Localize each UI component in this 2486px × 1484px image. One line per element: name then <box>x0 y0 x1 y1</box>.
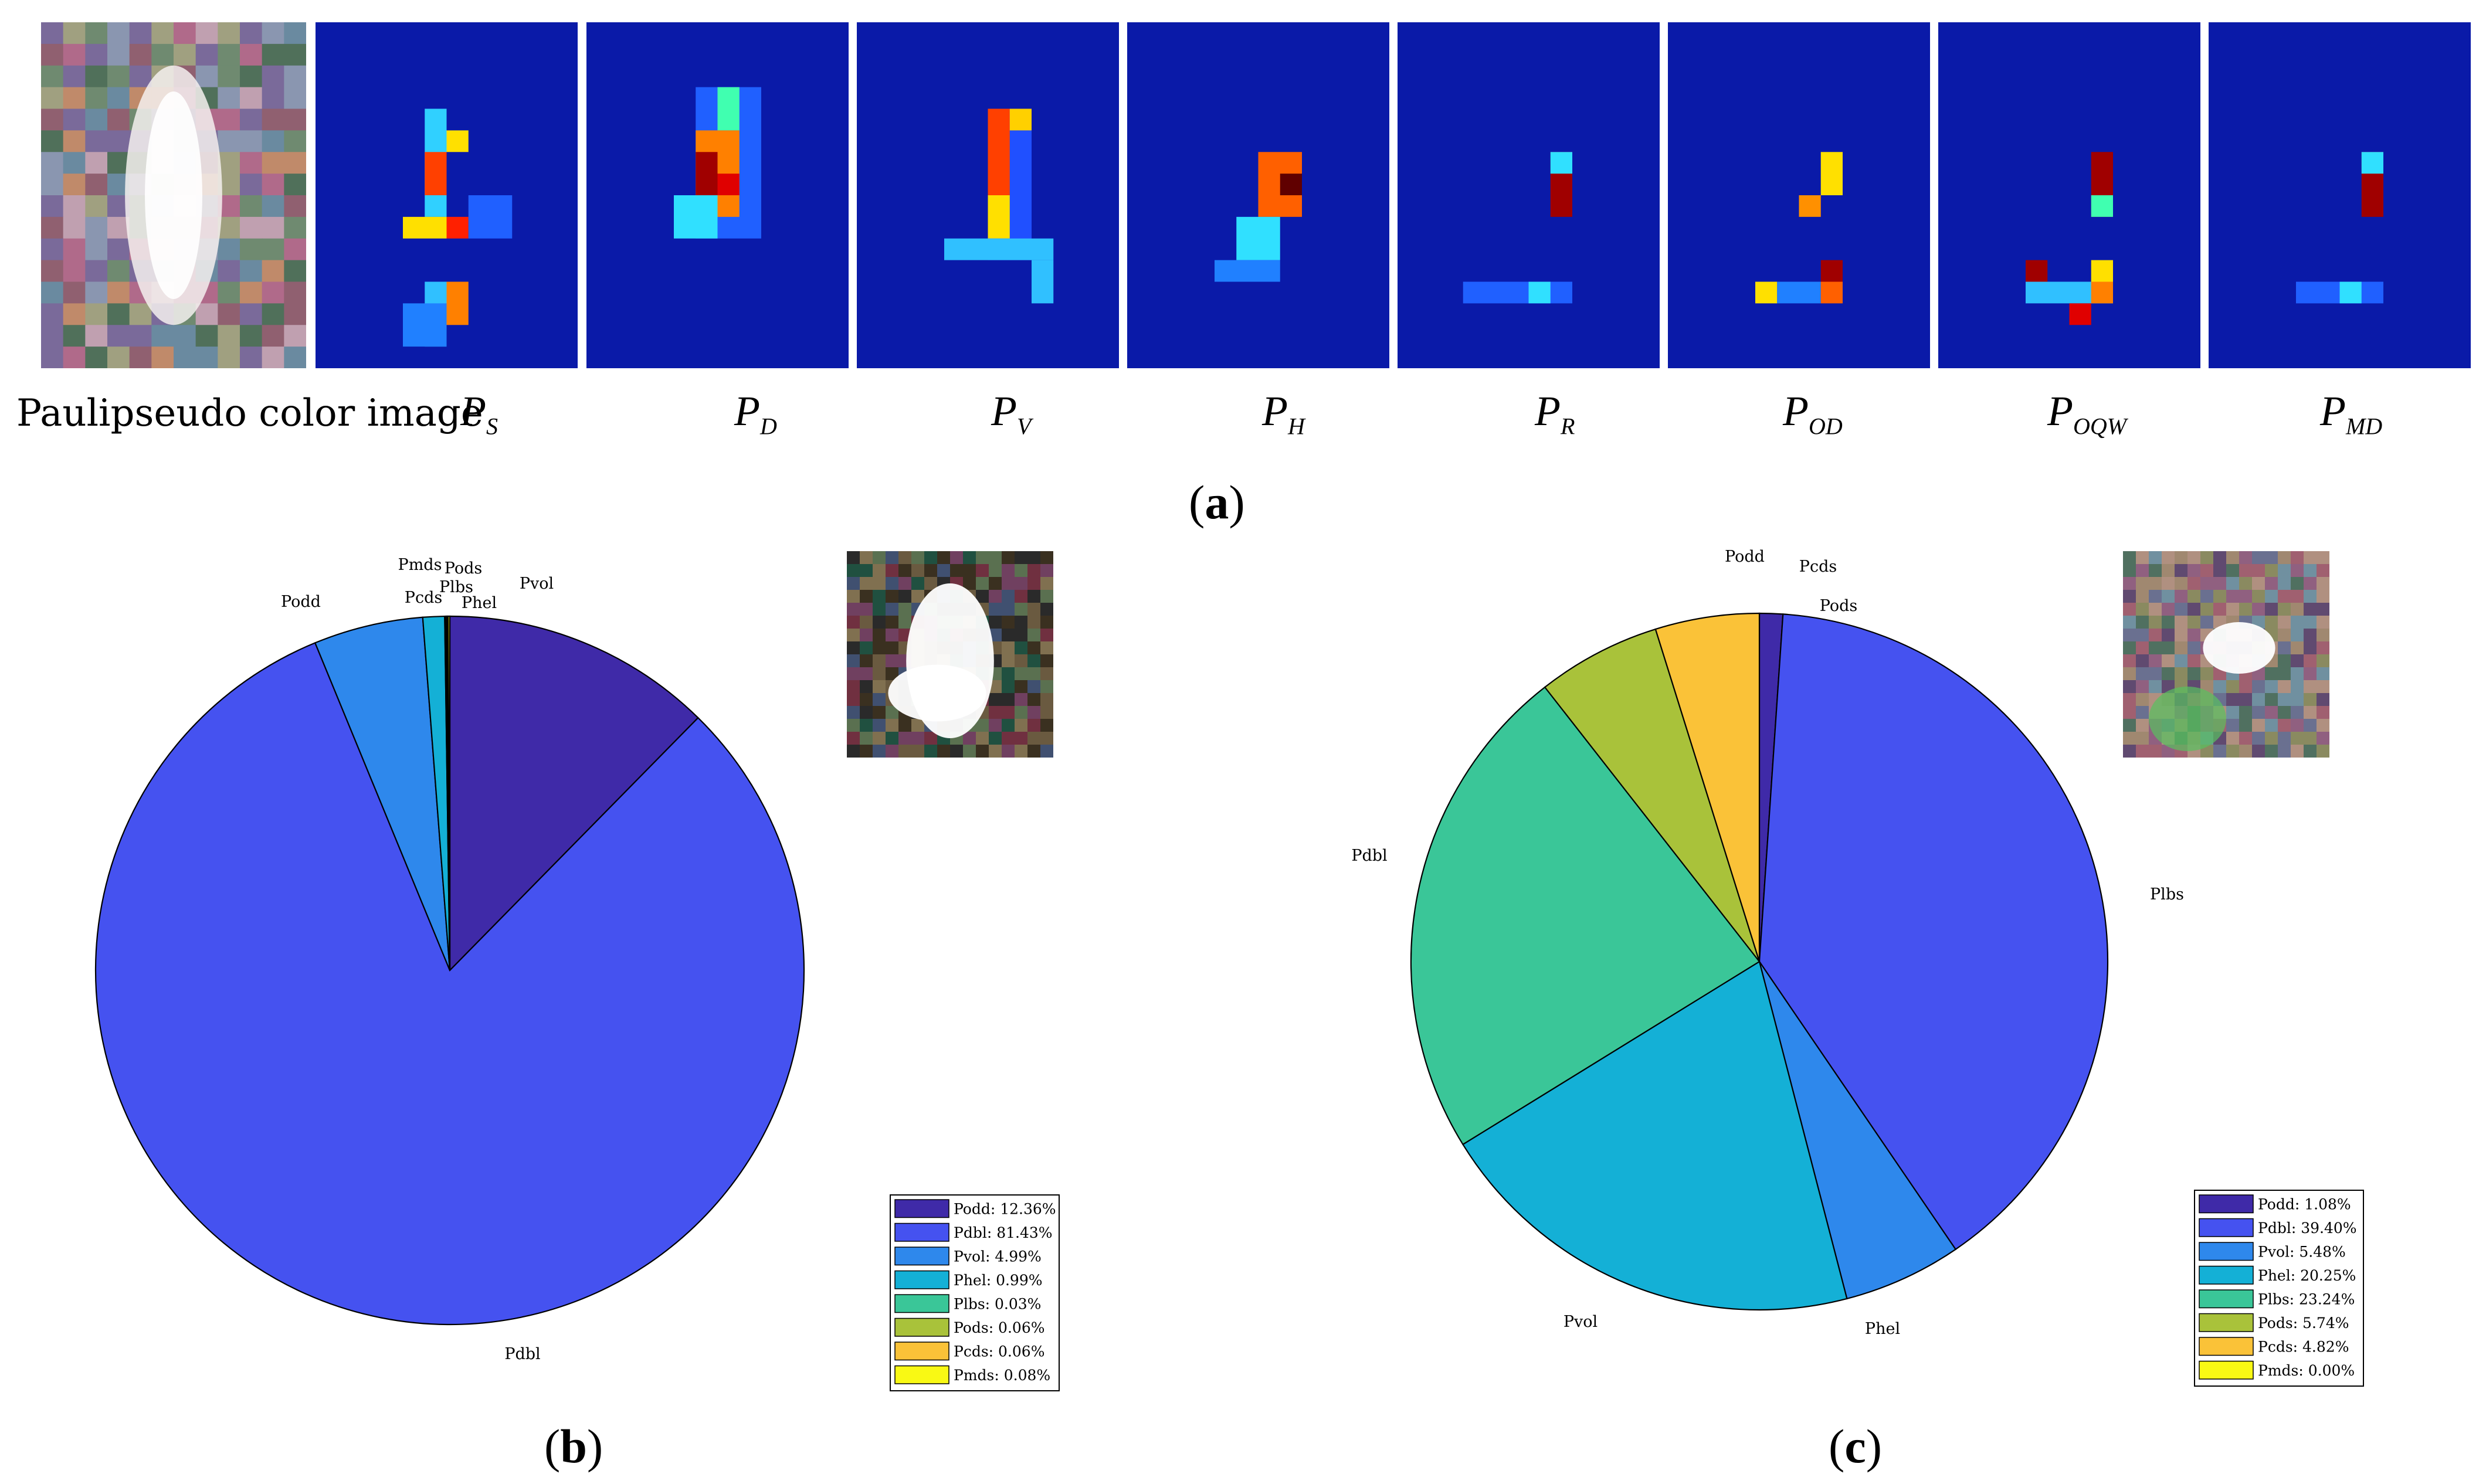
pauli-caption: Paulipseudo color image <box>16 392 483 435</box>
legend-entry-pdbl: Pdbl: 39.40% <box>2258 1220 2357 1237</box>
legend-entry-podd: Podd: 12.36% <box>954 1201 1056 1218</box>
panel-label-c: (c) <box>1829 1420 1883 1473</box>
pie-chart-b: Podd Pdbl Pvol Phel Plbs Pods Pcds Pmds Podd: 12… <box>0 528 1243 1407</box>
pie-slice-pmds <box>447 615 451 971</box>
legend-swatch-podd <box>894 1199 949 1218</box>
legend-entry-pods: Pods: 5.74% <box>2258 1315 2349 1332</box>
thumbnail-b <box>847 551 1053 758</box>
map-label: PS <box>460 388 498 440</box>
pie-slice-podd <box>449 615 699 972</box>
pie-slice-pdbl <box>94 641 805 1326</box>
legend-swatch-pods <box>894 1317 949 1337</box>
legend-entry-plbs: Plbs: 23.24% <box>2258 1291 2355 1308</box>
slice-label-plbs: Plbs <box>439 578 473 596</box>
slice-label-pcds: Pcds <box>405 589 442 607</box>
thumbnail-c <box>2123 551 2329 758</box>
legend-swatch-podd <box>2199 1194 2254 1214</box>
slice-label-pods: Pods <box>445 559 482 578</box>
slice-label-phel: Phel <box>462 594 497 612</box>
legend-swatch-pmds <box>894 1365 949 1384</box>
legend-swatch-pdbl <box>2199 1218 2254 1237</box>
legend-entry-plbs: Plbs: 0.03% <box>954 1296 1041 1313</box>
pauli-image-svg <box>41 22 306 368</box>
pie-slice-phel <box>1461 960 1848 1311</box>
map-pr <box>1398 22 1660 368</box>
map-label: PD <box>734 388 777 440</box>
legend-entry-pmds: Pmds: 0.08% <box>954 1367 1050 1384</box>
map-label: POQW <box>2047 388 2127 440</box>
map-label: PR <box>1535 388 1575 440</box>
pie-slice-plbs <box>1410 686 1761 1146</box>
map-label: PMD <box>2320 388 2383 440</box>
pie-slice-pdbl <box>1758 613 2109 1251</box>
map-label: POD <box>1783 388 1843 440</box>
legend-entry-phel: Phel: 0.99% <box>954 1272 1043 1289</box>
legend-swatch-pcds <box>2199 1337 2254 1356</box>
pauli-pseudo-color-image <box>41 22 306 368</box>
legend-entry-pcds: Pcds: 4.82% <box>2258 1339 2349 1356</box>
legend-swatch-phel <box>894 1270 949 1289</box>
legend-entry-pdbl: Pdbl: 81.43% <box>954 1224 1053 1241</box>
slice-label-pdbl: Pdbl <box>504 1345 540 1363</box>
map-pod <box>1668 22 1930 368</box>
slice-label-podd: Podd <box>1725 548 1765 566</box>
slice-label-phel: Phel <box>1865 1320 1900 1338</box>
legend-entry-podd: Podd: 1.08% <box>2258 1196 2351 1213</box>
map-ps <box>316 22 578 368</box>
legend-entry-pvol: Pvol: 5.48% <box>2258 1244 2346 1261</box>
legend-swatch-pcds <box>894 1342 949 1361</box>
legend-entry-pcds: Pcds: 0.06% <box>954 1343 1044 1360</box>
legend-swatch-plbs <box>2199 1289 2254 1309</box>
legend-swatch-pods <box>2199 1313 2254 1332</box>
legend-swatch-pmds <box>2199 1360 2254 1380</box>
legend-entry-pods: Pods: 0.06% <box>954 1319 1044 1336</box>
legend-swatch-pvol <box>2199 1242 2254 1261</box>
map-pd <box>586 22 849 368</box>
legend-entry-pvol: Pvol: 4.99% <box>954 1248 1042 1265</box>
pie-slice-pvol <box>314 616 451 971</box>
map-label: PV <box>991 388 1032 440</box>
panel-label-a: (a) <box>1189 476 1245 529</box>
legend-swatch-pdbl <box>894 1222 949 1242</box>
panel-label-b: (b) <box>544 1420 603 1473</box>
pie-slice-pods <box>1544 628 1761 962</box>
legend-entry-pmds: Pmds: 0.00% <box>2258 1362 2355 1379</box>
map-poqw <box>1938 22 2200 368</box>
slice-label-pods: Pods <box>1820 597 1857 615</box>
map-label: PH <box>1262 388 1305 440</box>
slice-label-plbs: Plbs <box>2150 885 2184 904</box>
slice-label-pdbl: Pdbl <box>1351 847 1387 865</box>
slice-label-pcds: Pcds <box>1799 558 1837 576</box>
slice-label-podd: Podd <box>281 593 321 611</box>
pie-c-svg: Podd Pdbl Pvol Phel Plbs Pods Pcds Podd: 1.08% P… <box>1351 548 2364 1387</box>
legend-swatch-phel <box>2199 1265 2254 1285</box>
pie-slice-pvol <box>1758 961 1957 1300</box>
slice-label-pvol: Pvol <box>1563 1313 1598 1331</box>
legend-entry-phel: Phel: 20.25% <box>2258 1267 2356 1284</box>
pie-slice-pcds <box>1654 612 1761 962</box>
map-pv <box>857 22 1119 368</box>
map-ph <box>1127 22 1389 368</box>
pie-chart-c: Podd Pdbl Pvol Phel Plbs Pods Pcds Podd: 1.08% P… <box>1243 528 2486 1407</box>
legend-swatch-pvol <box>894 1247 949 1266</box>
slice-label-pmds: Pmds <box>398 556 442 574</box>
legend-swatch-plbs <box>894 1294 949 1313</box>
map-pmd <box>2209 22 2471 368</box>
slice-label-pvol: Pvol <box>520 575 554 593</box>
